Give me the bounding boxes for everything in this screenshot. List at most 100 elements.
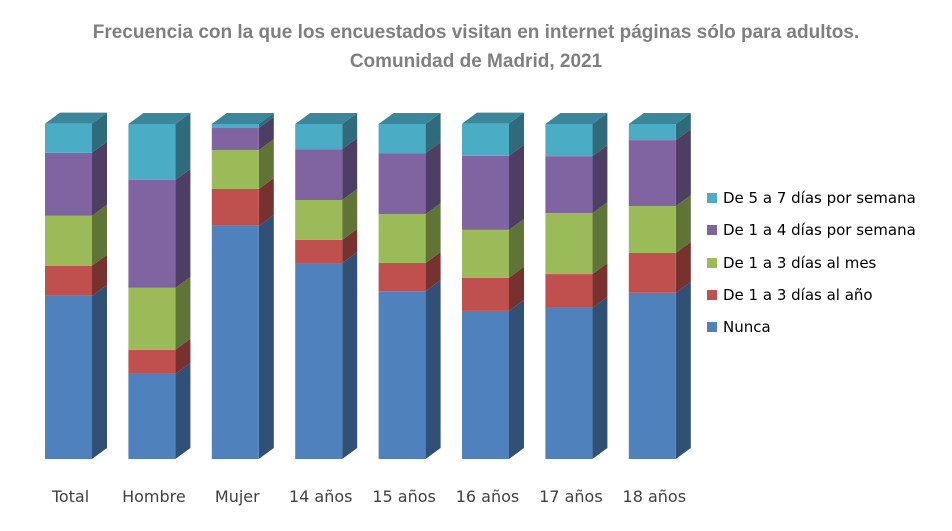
bar-side-5-1 xyxy=(509,266,524,311)
bar-side-1-0 xyxy=(175,362,191,459)
bar-group-1 xyxy=(128,113,191,459)
bar-segment-5-1 xyxy=(462,277,509,311)
bar-segment-0-0 xyxy=(45,295,92,459)
bar-top-0 xyxy=(45,112,107,124)
bar-side-0-0 xyxy=(92,284,107,459)
bar-segment-0-4 xyxy=(45,123,92,153)
x-tick-label: Total xyxy=(51,487,89,506)
bar-side-7-1 xyxy=(675,241,691,293)
x-tick-label: 14 años xyxy=(289,487,353,506)
bar-side-0-1 xyxy=(92,254,107,296)
bar-side-3-1 xyxy=(342,228,358,264)
bar-group-6 xyxy=(545,113,608,459)
bar-segment-2-3 xyxy=(211,128,259,151)
bar-side-0-3 xyxy=(92,141,107,216)
bar-top-7 xyxy=(628,113,691,124)
chart-title: Frecuencia con la que los encuestados vi… xyxy=(0,18,952,76)
legend-swatch-5-7-semana xyxy=(707,193,717,204)
bar-group-3 xyxy=(295,113,358,459)
bar-side-7-4 xyxy=(675,113,691,141)
bar-segment-1-2 xyxy=(128,287,176,350)
x-tick-label: 15 años xyxy=(372,487,436,506)
bar-side-3-3 xyxy=(342,138,358,201)
bar-side-6-0 xyxy=(592,296,608,459)
bar-group-2 xyxy=(211,113,274,459)
legend-item: De 5 a 7 días por semana xyxy=(707,182,916,214)
bar-segment-7-1 xyxy=(628,252,676,293)
bar-segment-1-3 xyxy=(128,179,176,288)
bar-side-6-4 xyxy=(592,113,608,157)
bar-segment-6-2 xyxy=(545,213,593,275)
bar-side-3-4 xyxy=(342,113,358,150)
legend: De 5 a 7 días por semana De 1 a 4 días p… xyxy=(707,182,916,343)
bar-side-2-1 xyxy=(258,177,274,226)
x-tick-label: Mujer xyxy=(215,487,260,506)
bar-top-5 xyxy=(462,112,524,124)
x-tick-label: Hombre xyxy=(122,487,186,506)
bar-segment-2-0 xyxy=(211,225,259,459)
bar-segment-5-3 xyxy=(462,155,509,230)
bar-segment-2-1 xyxy=(211,188,259,226)
bar-side-3-2 xyxy=(342,189,358,240)
bar-segment-7-4 xyxy=(628,124,676,141)
bar-segment-4-2 xyxy=(378,214,426,264)
bar-segment-4-1 xyxy=(378,263,426,292)
bar-side-7-0 xyxy=(675,281,691,459)
bar-side-5-4 xyxy=(509,112,524,156)
bar-side-2-0 xyxy=(258,214,274,459)
bar-group-5 xyxy=(462,112,524,459)
bar-segment-0-3 xyxy=(45,152,92,216)
bar-segment-3-3 xyxy=(295,149,343,201)
chart-title-line1: Frecuencia con la que los encuestados vi… xyxy=(92,22,860,43)
legend-item: Nunca xyxy=(707,311,916,343)
bar-side-4-4 xyxy=(425,113,441,154)
bar-segment-5-2 xyxy=(462,229,509,278)
bar-segment-0-2 xyxy=(45,215,92,266)
bar-side-4-1 xyxy=(425,252,441,292)
bar-segment-1-4 xyxy=(128,124,176,180)
bar-top-2 xyxy=(211,113,274,124)
bar-side-2-2 xyxy=(258,139,274,189)
legend-item: De 1 a 3 días al año xyxy=(707,279,916,311)
bar-side-6-1 xyxy=(592,263,608,308)
legend-label: De 1 a 3 días al año xyxy=(723,286,873,305)
bar-group-4 xyxy=(378,113,441,459)
bar-segment-3-2 xyxy=(295,200,343,240)
chart-subtitle: Comunidad de Madrid, 2021 xyxy=(349,51,603,72)
bar-top-6 xyxy=(545,113,608,124)
bar-top-4 xyxy=(378,113,441,124)
bar-side-1-4 xyxy=(175,113,191,180)
bar-side-5-2 xyxy=(509,218,524,278)
bar-segment-6-1 xyxy=(545,274,593,308)
legend-label: De 1 a 3 días al mes xyxy=(723,253,877,272)
bar-segment-2-2 xyxy=(211,150,259,189)
bar-side-3-0 xyxy=(342,252,358,459)
bar-segment-1-0 xyxy=(128,373,176,459)
bar-side-2-3 xyxy=(258,117,274,151)
bar-side-5-0 xyxy=(509,299,524,459)
legend-label: Nunca xyxy=(723,318,771,337)
bar-side-7-2 xyxy=(675,195,691,253)
bar-segment-6-4 xyxy=(545,124,593,157)
bar-segment-4-0 xyxy=(378,291,426,459)
legend-label: De 5 a 7 días por semana xyxy=(723,189,916,208)
bar-side-6-3 xyxy=(592,145,608,214)
bar-side-1-1 xyxy=(175,338,191,374)
bar-side-1-3 xyxy=(175,168,191,288)
bar-segment-7-0 xyxy=(628,292,676,459)
bar-group-7 xyxy=(628,113,691,459)
bar-side-7-3 xyxy=(675,129,691,207)
bar-segment-0-1 xyxy=(45,265,92,296)
bar-side-6-2 xyxy=(592,202,608,275)
bar-segment-4-4 xyxy=(378,124,426,154)
bar-segment-7-3 xyxy=(628,140,676,207)
bar-segment-2-4 xyxy=(211,124,259,129)
legend-swatch-1-4-semana xyxy=(707,225,717,236)
x-tick-label: 16 años xyxy=(456,487,520,506)
bar-side-1-2 xyxy=(175,276,191,350)
bar-segment-3-0 xyxy=(295,263,343,459)
bar-group-0 xyxy=(45,112,107,459)
bar-segment-4-3 xyxy=(378,153,426,215)
legend-item: De 1 a 4 días por semana xyxy=(707,214,916,246)
bar-segment-1-1 xyxy=(128,349,176,374)
